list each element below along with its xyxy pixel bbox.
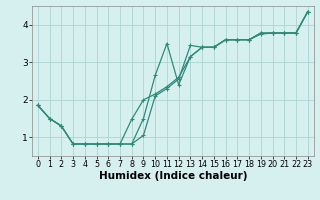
X-axis label: Humidex (Indice chaleur): Humidex (Indice chaleur) xyxy=(99,171,247,181)
